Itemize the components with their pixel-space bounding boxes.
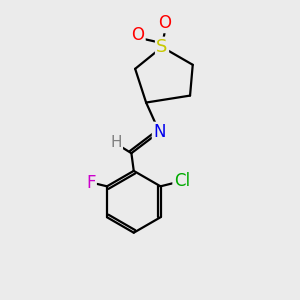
Text: N: N: [153, 123, 166, 141]
Text: S: S: [156, 38, 168, 56]
Text: H: H: [110, 135, 122, 150]
Text: O: O: [158, 14, 172, 32]
Text: F: F: [86, 174, 95, 192]
Text: Cl: Cl: [174, 172, 190, 190]
Text: O: O: [131, 26, 144, 44]
